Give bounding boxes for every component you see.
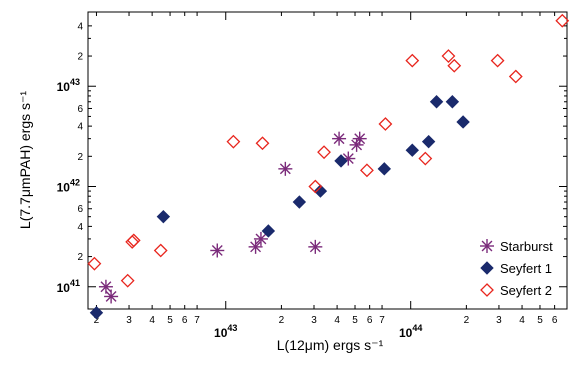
starburst-point <box>352 131 367 146</box>
x-tick-label: 7 <box>379 315 385 326</box>
seyfert-2-point <box>441 49 456 63</box>
seyfert-1-point <box>421 134 436 149</box>
seyfert-2-point <box>508 69 523 84</box>
x-axis-label: L(12μm) ergs s⁻¹ <box>277 337 384 353</box>
seyfert-2-point <box>405 53 420 68</box>
starburst-point <box>308 239 323 254</box>
legend-asterisk-icon <box>480 239 494 253</box>
seyfert-2-point <box>120 273 135 288</box>
seyfert-1-point <box>313 184 328 198</box>
y-major-tick-label: 1043 <box>57 77 80 94</box>
seyfert-2-point <box>308 179 323 194</box>
seyfert-2-point <box>447 58 462 73</box>
seyfert-1-point <box>334 154 348 168</box>
seyfert-1-point <box>456 115 470 129</box>
legend-label-seyfert-1: Seyfert 1 <box>500 261 552 276</box>
x-tick-label: 4 <box>149 315 155 326</box>
legend-label-starburst: Starburst <box>500 239 553 254</box>
x-tick-label: 5 <box>352 315 358 326</box>
legend-marker-seyfert-1 <box>480 261 494 275</box>
x-tick-label: 6 <box>367 315 373 326</box>
legend-filled-diamond-icon <box>480 261 494 275</box>
x-tick-label: 5 <box>167 315 173 326</box>
y-tick-label: 6 <box>77 204 83 215</box>
x-tick-label: 3 <box>126 315 132 326</box>
y-tick-label: 6 <box>77 104 83 115</box>
x-tick-label: 7 <box>194 315 200 326</box>
seyfert-2-point <box>378 117 393 131</box>
seyfert-2-point <box>153 243 168 258</box>
x-tick-label: 2 <box>279 315 285 326</box>
seyfert-1-point <box>89 306 104 320</box>
legend-label-seyfert-2: Seyfert 2 <box>500 283 552 298</box>
y-major-tick-label: 1041 <box>57 278 80 295</box>
legend: Starburst Seyfert 1 Seyfert 2 <box>480 239 553 298</box>
x-tick-label: 6 <box>552 315 558 326</box>
y-tick-label: 4 <box>77 21 83 32</box>
seyfert-2-point <box>418 151 433 166</box>
seyfert-1-point <box>156 209 171 224</box>
seyfert-2-point <box>226 134 241 149</box>
seyfert-1-point <box>292 195 307 209</box>
x-tick-label: 3 <box>311 315 317 326</box>
y-tick-label: 2 <box>77 252 83 263</box>
legend-marker-glyph <box>480 283 494 297</box>
starburst-point <box>104 289 119 304</box>
seyfert-2-point <box>360 163 374 178</box>
legend-marker-starburst <box>480 239 494 253</box>
y-tick-label: 2 <box>77 52 83 63</box>
x-tick-label: 4 <box>519 315 525 326</box>
seyfert-1-point <box>261 224 276 238</box>
y-tick-label: 4 <box>77 122 83 133</box>
x-major-tick-label: 1043 <box>214 323 237 340</box>
seyfert-2-point <box>255 136 270 151</box>
x-tick-label: 2 <box>464 315 470 326</box>
seyfert-1-point <box>445 95 460 109</box>
plot-frame <box>87 11 568 310</box>
starburst-point <box>278 161 293 176</box>
x-tick-label: 6 <box>182 315 188 326</box>
seyfert-2-point <box>87 256 102 271</box>
seyfert-2-point <box>126 233 141 248</box>
x-major-tick-label: 1044 <box>399 323 422 340</box>
legend-marker-glyph <box>480 261 494 275</box>
seyfert-1-point <box>429 95 444 109</box>
seyfert-1-point <box>405 143 419 157</box>
legend-marker-seyfert-2 <box>480 283 494 297</box>
x-tick-label: 2 <box>94 315 100 326</box>
starburst-point <box>248 239 263 254</box>
y-tick-label: 4 <box>77 222 83 233</box>
seyfert-2-point <box>555 13 570 28</box>
y-axis-label: L(7.7μmPAH) ergs s⁻¹ <box>17 91 33 229</box>
y-tick-label: 2 <box>77 152 83 163</box>
x-tick-label: 3 <box>496 315 502 326</box>
x-tick-label: 5 <box>537 315 543 326</box>
points-layer <box>87 13 570 320</box>
y-major-tick-label: 1042 <box>57 177 80 194</box>
starburst-point <box>98 279 113 294</box>
starburst-point <box>253 231 268 246</box>
x-tick-label: 4 <box>334 315 340 326</box>
seyfert-1-point <box>377 162 392 176</box>
starburst-point <box>210 243 225 258</box>
legend-marker-glyph <box>480 239 494 253</box>
seyfert-2-point <box>317 145 331 160</box>
starburst-point <box>332 131 347 146</box>
legend-open-diamond-icon <box>480 283 494 297</box>
seyfert-2-point <box>490 53 505 68</box>
